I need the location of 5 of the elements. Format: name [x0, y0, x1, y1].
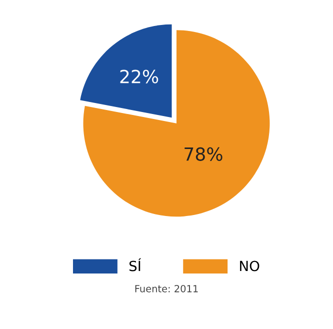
legend-label: SÍ — [129, 258, 142, 272]
data-label: 78% — [184, 147, 222, 161]
data-label: 22% — [120, 70, 158, 84]
source-note: Fuente: 2011 — [135, 284, 198, 292]
legend-label: NO — [240, 260, 260, 272]
